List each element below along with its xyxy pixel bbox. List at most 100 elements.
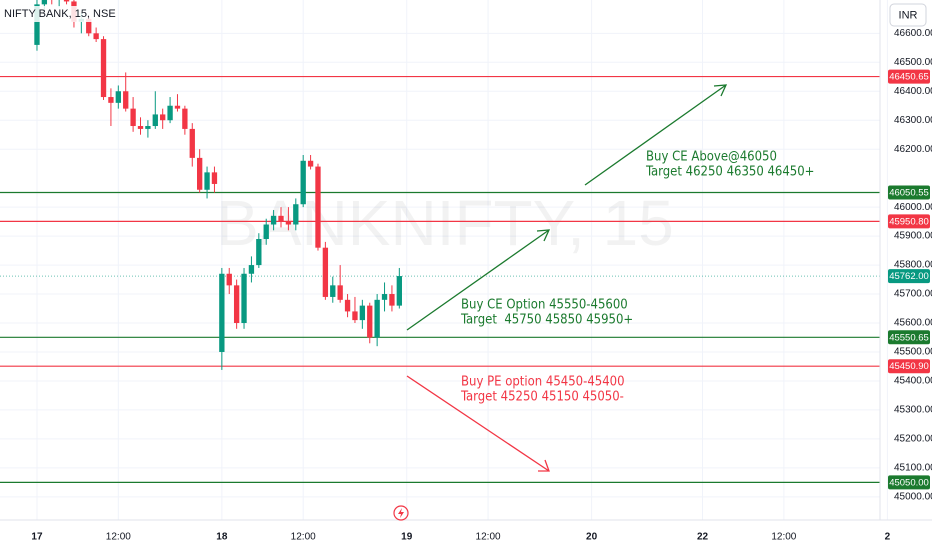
candle-body [204,172,210,190]
x-tick-label: 17 [31,532,43,543]
annotation-text: Target 46250 46350 46450+ [645,165,814,180]
level-label: 45550.65 [889,332,929,343]
candle-body [359,305,366,321]
y-tick-label: 46600.00 [894,28,932,39]
level-tag [888,330,930,345]
level-label: 46450.65 [889,72,929,83]
candle-body [256,238,262,266]
arrow [406,375,550,472]
x-tick-label: 12:00 [771,532,796,543]
x-tick-label: 19 [401,532,413,543]
y-tick-label: 46300.00 [894,115,932,126]
candle-body [130,108,136,127]
y-tick-label: 46200.00 [894,144,932,155]
title-bg [0,6,96,22]
candle-body [211,172,218,184]
y-tick-label: 46400.00 [894,86,932,97]
candle-body [374,299,380,338]
annotation-text: Target 45250 45150 45050- [460,390,624,405]
candle-body [285,221,292,225]
candle-body [315,166,321,248]
candle-body [241,273,247,324]
y-tick-label: 45500.00 [894,347,932,358]
candle-body [344,299,351,312]
y-tick-label: 45300.00 [894,405,932,416]
x-tick-label: 22 [697,532,709,543]
level-tag [888,214,930,229]
candle-body [381,294,388,300]
x-tick-label: 12:00 [106,532,131,543]
arrow-head [538,459,550,472]
level-tag [888,185,930,200]
candle-body [182,108,188,129]
candle-body [226,273,232,286]
annotation-text: Buy PE option 45450-45400 [461,375,625,390]
candle-body [174,105,181,109]
replay-icon[interactable] [393,505,409,521]
candle-body [233,285,240,324]
candle-body [307,160,314,167]
level-label: 46050.55 [889,188,929,199]
y-tick-label: 46000.00 [894,202,932,213]
x-tick-label: 18 [216,532,228,543]
arrows [406,84,728,472]
candle-body [396,276,402,306]
x-tick-label: 2 [885,532,891,543]
candle-body [337,285,343,300]
candle-body [115,91,121,103]
candle-body [278,215,284,222]
y-tick-label: 45900.00 [894,231,932,242]
level-tag [888,69,930,84]
level-tag [888,475,930,490]
candle-body [137,126,144,129]
candle-body [322,247,329,297]
candle-body [197,157,203,190]
candle-body [270,215,277,225]
levels [0,75,880,483]
grid [0,0,888,520]
arrow [584,84,727,186]
x-tick-label: 20 [586,532,598,543]
candle-body [300,160,306,205]
candle-body [293,204,299,225]
annotation-text: Buy CE Above@46050 [646,150,777,165]
candle-body [34,4,40,45]
level-label: 45450.90 [889,361,929,372]
last-price-tag [888,269,930,284]
annotation-text: Target 45750 45850 45950+ [460,313,633,328]
candle-body [123,91,129,109]
level-tag [888,359,930,374]
candle-body [93,33,99,40]
candle-body [248,265,255,274]
watermark: BANKNIFTY, 15 [216,187,674,259]
y-tick-label: 45000.00 [894,491,932,502]
candle-body [389,294,395,306]
candle-body [63,0,70,2]
candle-body [41,0,48,5]
candle-body [108,97,114,103]
candle-body [219,273,225,352]
y-tick-label: 45400.00 [894,376,932,387]
candle-body [263,224,269,239]
candle-body [86,18,92,34]
last-price-label: 45762.00 [889,271,929,282]
arrow-head [536,229,551,242]
y-tick-label: 45200.00 [894,434,932,445]
candle-body [160,114,166,121]
y-tick-label: 46500.00 [894,57,932,68]
annotation-text: Buy CE Option 45550-45600 [461,298,628,313]
y-tick-label: 45100.00 [894,462,932,473]
y-tick-label: 45600.00 [894,318,932,329]
currency-box[interactable] [889,3,927,27]
level-label: 45950.80 [889,216,929,227]
candle-body [189,128,195,158]
y-tick-label: 45700.00 [894,289,932,300]
chart-title: NIFTY BANK, 15, NSE [4,8,116,20]
candle-body [152,114,158,127]
candle-body [352,311,358,321]
level-label: 45050.00 [889,477,929,488]
candle-body [167,105,173,121]
currency: INR [899,9,918,21]
